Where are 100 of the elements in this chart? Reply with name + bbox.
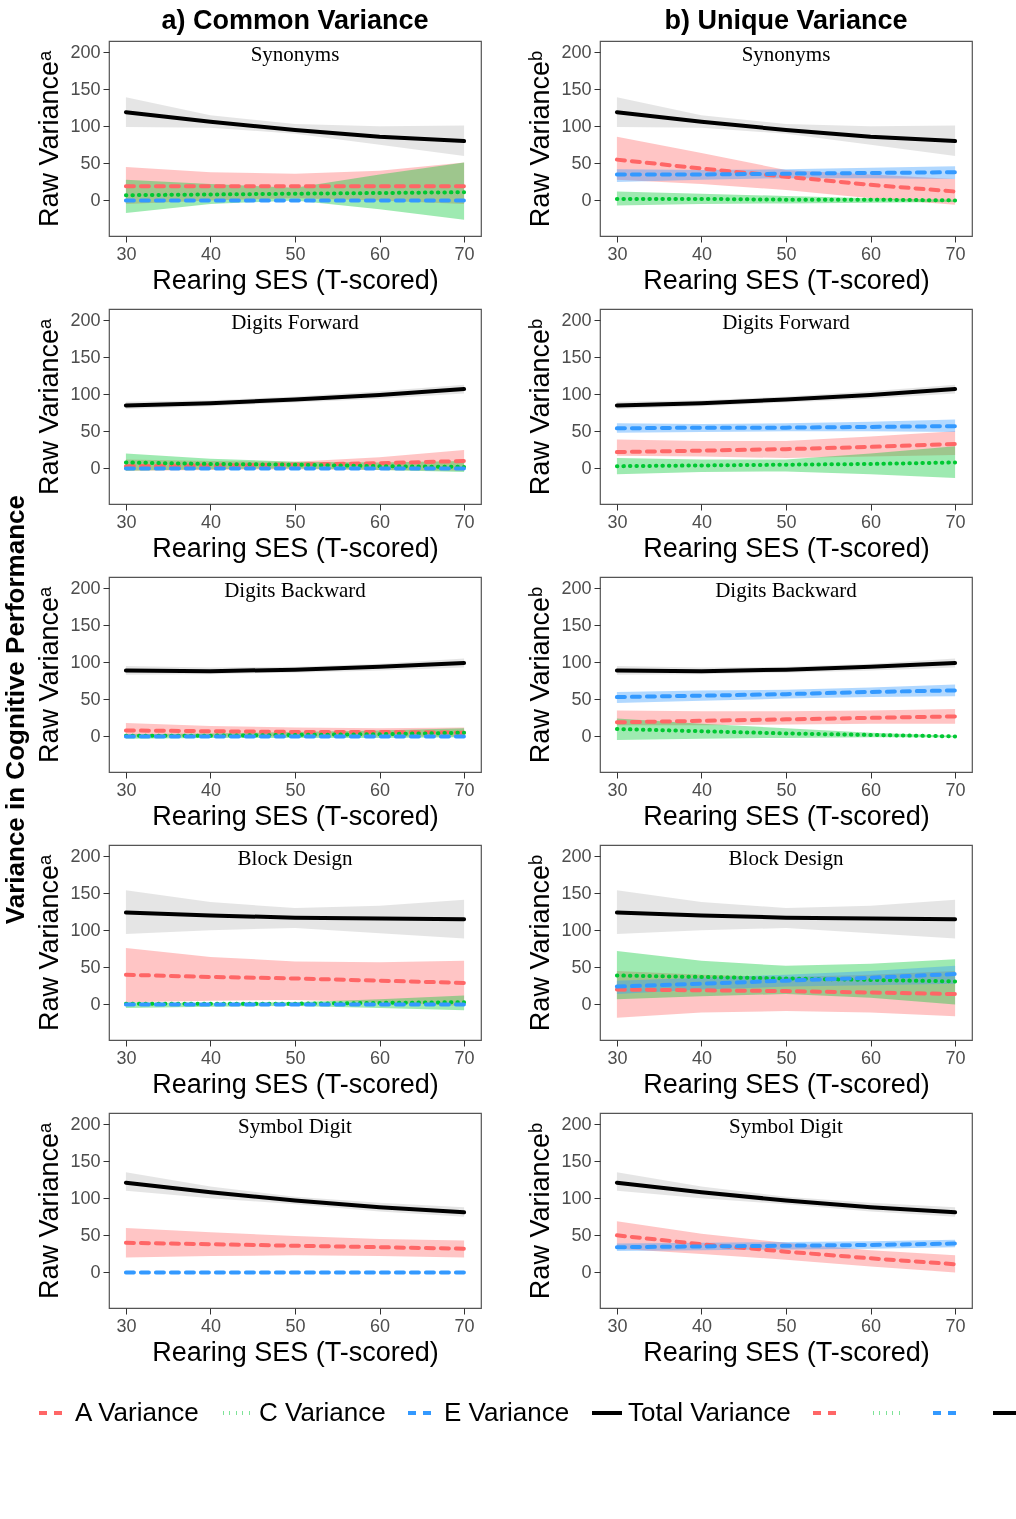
y-tick-label: 50 [571,688,592,709]
y-tick-label: 0 [90,993,101,1014]
y-axis-title: Raw Varianceᵇ [525,1122,556,1300]
y-tick-label: 100 [70,919,101,940]
y-tick-label: 200 [70,309,101,330]
x-tick-label: 30 [607,511,628,532]
legend-label: Total Variance [628,1397,791,1427]
x-tick-label: 70 [454,243,475,264]
y-tick-label: 150 [70,614,101,635]
y-tick-label: 50 [80,956,101,977]
x-axis-title: Rearing SES (T-scored) [643,1068,930,1099]
x-tick-label: 30 [116,1315,137,1336]
line-series [614,110,958,144]
x-tick-label: 60 [861,511,882,532]
x-tick-label: 50 [285,243,306,264]
text: b) Unique Variance [664,5,908,35]
line-series [614,727,958,739]
x-tick-label: 50 [285,511,306,532]
x-tick-label: 40 [691,1047,712,1068]
x-tick-label: 60 [861,1315,882,1336]
x-tick-label: 50 [285,1315,306,1336]
y-tick-label: 0 [90,189,101,210]
legend-label: C Variance [259,1397,386,1427]
chart-title: Synonyms [741,42,831,66]
y-tick-label: 50 [80,1224,101,1245]
chart-title: Digits Forward [231,310,360,334]
x-tick-label: 30 [607,1315,628,1336]
x-tick-label: 60 [861,1047,882,1068]
x-tick-label: 40 [691,779,712,800]
y-tick-label: 150 [70,1150,101,1171]
y-tick-label: 150 [70,78,101,99]
y-tick-label: 200 [70,41,101,62]
y-tick-label: 200 [561,1113,592,1134]
x-axis-title: Rearing SES (T-scored) [152,532,439,563]
y-tick-label: 200 [70,577,101,598]
x-tick-label: 30 [116,779,137,800]
x-tick-label: 30 [607,779,628,800]
x-tick-label: 50 [776,1047,797,1068]
y-tick-label: 50 [571,1224,592,1245]
line-series [123,910,467,922]
y-tick-label: 0 [581,189,592,210]
y-tick-label: 200 [70,845,101,866]
chart-title: Symbol Digit [729,1114,844,1138]
y-tick-label: 0 [581,1261,592,1282]
x-tick-label: 70 [454,1047,475,1068]
y-tick-label: 0 [90,1261,101,1282]
y-tick-label: 100 [70,1187,101,1208]
x-tick-label: 30 [607,243,628,264]
y-tick-label: 0 [90,457,101,478]
y-axis-title: Raw Varianceᵃ [34,585,65,764]
x-tick-label: 50 [285,1047,306,1068]
y-tick-label: 150 [70,882,101,903]
y-axis-title: Raw Varianceᵃ [34,1121,65,1300]
y-tick-label: 50 [571,956,592,977]
x-tick-label: 60 [370,1315,391,1336]
y-axis-title: Raw Varianceᵃ [34,317,65,496]
y-tick-label: 100 [561,383,592,404]
x-axis-title: Rearing SES (T-scored) [643,800,930,831]
x-tick-label: 50 [776,243,797,264]
line-series [123,972,467,985]
x-tick-label: 70 [945,1315,966,1336]
y-tick-label: 100 [561,115,592,136]
x-tick-label: 70 [945,511,966,532]
y-tick-label: 100 [70,115,101,136]
line-series [123,1180,467,1215]
y-tick-label: 100 [70,383,101,404]
legend-label: A Variance [75,1397,199,1427]
y-axis-title: Raw Varianceᵃ [34,853,65,1032]
line-series [614,1180,958,1215]
x-tick-label: 30 [116,243,137,264]
y-tick-label: 150 [561,882,592,903]
y-tick-label: 150 [561,346,592,367]
chart-title: Block Design [237,846,353,870]
x-axis-title: Rearing SES (T-scored) [152,1336,439,1367]
x-tick-label: 40 [200,243,221,264]
y-tick-label: 200 [561,577,592,598]
x-tick-label: 40 [200,1047,221,1068]
x-axis-title: Rearing SES (T-scored) [152,264,439,295]
y-tick-label: 50 [80,688,101,709]
x-tick-label: 60 [861,779,882,800]
x-tick-label: 60 [370,243,391,264]
x-tick-label: 50 [776,1315,797,1336]
chart-title: Block Design [728,846,844,870]
x-tick-label: 60 [370,1047,391,1068]
chart-title: Synonyms [250,42,340,66]
x-axis-title: Rearing SES (T-scored) [152,1068,439,1099]
x-tick-label: 70 [945,779,966,800]
x-tick-label: 60 [370,779,391,800]
x-tick-label: 50 [285,779,306,800]
x-tick-label: 40 [200,511,221,532]
y-axis-title: Raw Varianceᵇ [525,318,556,496]
line-series [614,910,958,922]
y-tick-label: 0 [581,993,592,1014]
x-tick-label: 70 [454,511,475,532]
line-series [614,157,958,194]
x-tick-label: 50 [776,779,797,800]
x-tick-label: 40 [200,779,221,800]
y-tick-label: 150 [561,78,592,99]
y-tick-label: 150 [70,346,101,367]
x-tick-label: 30 [607,1047,628,1068]
